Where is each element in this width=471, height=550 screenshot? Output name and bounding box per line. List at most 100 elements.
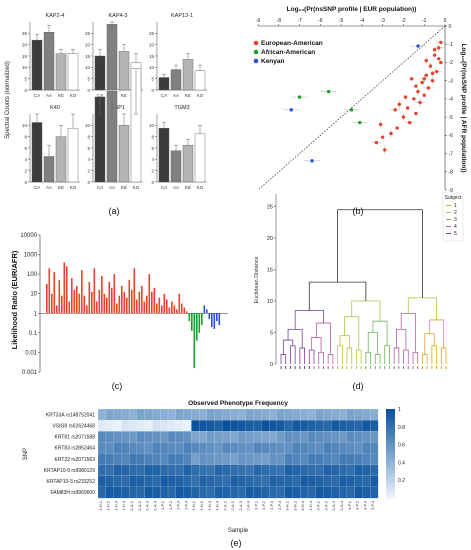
panel-a-ytick-label: 5 [24, 76, 27, 81]
panel-d-link [339, 335, 350, 348]
panel-e-cell [276, 408, 285, 421]
panel-e-cell [315, 453, 324, 465]
panel-e-row-label: KRTAP10-9 rs9980129 [44, 468, 95, 474]
panel-e-cell [152, 464, 161, 477]
panel-e-cell [339, 408, 348, 421]
panel-e-cell [253, 475, 262, 488]
panel-b-point [424, 73, 428, 77]
panel-e-heatmap: Observed Phenotype Frequency KRT33A rs148… [23, 400, 405, 534]
panel-e-cell [152, 486, 161, 499]
panel-e-cell [206, 442, 215, 454]
panel-e-colorbar-segment [386, 417, 395, 421]
panel-d-leaf-label [384, 366, 386, 369]
panel-e-colorbar-segment [386, 411, 395, 414]
panel-e-colorbar-segment [386, 480, 395, 483]
panel-e-cell [339, 420, 348, 432]
panel-c-bar [181, 303, 183, 314]
panel-c-bar [176, 309, 178, 314]
panel-e-cell [354, 431, 363, 443]
panel-d-legend-label: 5 [454, 231, 457, 237]
panel-e-col-label: 2-H.2 [199, 500, 204, 511]
panel-e-cell [346, 486, 355, 499]
panel-a-ytick-label: 2 [24, 168, 27, 173]
panel-b-diagonal [257, 25, 446, 191]
panel-d-link [346, 347, 353, 364]
panel-c-bar [73, 289, 76, 314]
panel-a-bar [182, 144, 194, 183]
panel-a-ytick-label: 5 [87, 76, 90, 81]
panel-e-cell [160, 408, 169, 421]
panel-a-category-label: KE [185, 185, 191, 190]
panel-b-xtick-label: -5 [339, 18, 344, 24]
panel-b-point [426, 86, 431, 90]
panel-c-bar [156, 303, 158, 314]
panel-e-col-label: 3-P.3 [362, 500, 367, 510]
panel-d-leaf-label [431, 366, 433, 369]
panel-e-cell [230, 475, 239, 488]
panel-a-ytick-label: 2 [87, 168, 90, 173]
panel-e-cell [129, 442, 138, 454]
panel-b-point [380, 135, 385, 139]
panel-e-cell [323, 464, 332, 477]
panel-e-cell [307, 486, 317, 499]
panel-e-cell [97, 453, 107, 465]
panel-a-category-label: CA [161, 185, 167, 190]
panel-e-cell [323, 408, 332, 421]
panel-e-cell [269, 453, 278, 465]
panel-b-legend-label: African-American [261, 49, 315, 56]
panel-e-cell [222, 453, 231, 465]
panel-e-cell [152, 442, 161, 454]
panel-e-cell [237, 431, 247, 443]
panel-e-cell [175, 464, 184, 477]
panel-e-cell [292, 486, 301, 499]
panel-e-colorbar-segment [386, 440, 395, 443]
panel-b-point [420, 80, 424, 85]
panel-c-bar [58, 280, 61, 314]
panel-c-bar [81, 270, 83, 314]
panel-c-bar [53, 272, 56, 314]
panel-e-cell [300, 475, 309, 488]
panel-e-cell [331, 464, 340, 477]
panel-e-cell [105, 475, 114, 488]
panel-d-leaf-label [403, 366, 405, 369]
panel-d-link [282, 339, 294, 355]
panel-e-cell [167, 453, 177, 465]
panel-e-cell [144, 431, 153, 443]
panel-e-cell [183, 442, 192, 454]
panel-c-bar [51, 293, 53, 314]
panel-c-bar [86, 305, 88, 314]
panel-e-cell [222, 464, 231, 477]
panel-e-cell [253, 420, 262, 432]
panel-e-cell [222, 431, 231, 443]
panel-e-cell [199, 420, 208, 432]
panel-e-cell [105, 442, 114, 454]
panel-e-cell [253, 486, 262, 499]
panel-e-cell [230, 431, 239, 443]
panel-e-cell [276, 486, 285, 499]
panel-a-ytick-label: 6 [87, 146, 90, 151]
panel-e-cell [121, 486, 130, 499]
panel-e-cell [167, 408, 177, 421]
panel-e-cell [222, 475, 231, 488]
panel-d-leaf-label [280, 366, 282, 369]
panel-a-bar [170, 150, 182, 183]
panel-d-legend-title: Subject [445, 195, 462, 201]
panel-b-point [412, 97, 416, 101]
panel-a-category-label: KE [58, 185, 64, 190]
panel-d-leaf-label [346, 366, 348, 369]
panel-a-category-label: KO [197, 93, 204, 98]
panel-d-leaf-label [304, 366, 306, 369]
panel-d-leaf-label [388, 366, 390, 369]
panel-e-cell [269, 420, 278, 432]
panel-e-cell [160, 442, 169, 454]
panel-e-cell [105, 420, 114, 432]
panel-d-leaf-label [379, 366, 381, 369]
panel-d-legend-label: 2 [454, 210, 457, 216]
panel-c-bar [101, 276, 103, 314]
panel-a-ytick-label: 0 [24, 88, 27, 93]
panel-e-cell [292, 464, 301, 477]
panel-a-title: TGM3 [174, 105, 189, 111]
panel-e-cell [183, 408, 192, 421]
panel-b-point [414, 111, 418, 116]
panel-e-cell [245, 442, 254, 454]
